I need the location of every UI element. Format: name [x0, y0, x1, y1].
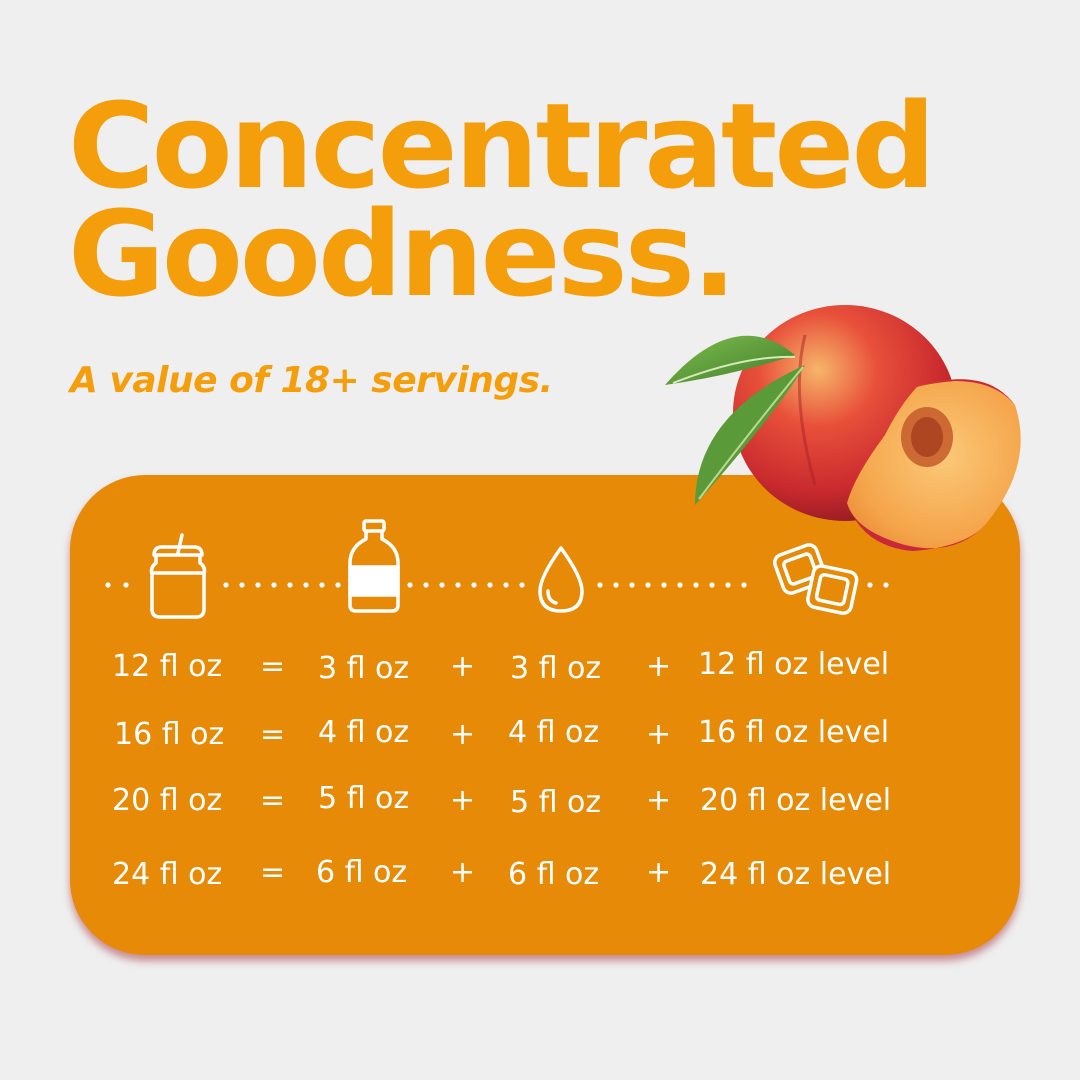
row-3-ice: 20 fl oz level	[700, 783, 892, 818]
row-1-plus-2: +	[646, 649, 672, 684]
ice-cubes-icon	[772, 543, 859, 615]
row-2-plus-1: +	[450, 717, 476, 752]
serving-guide-panel: 12 fl oz = 3 fl oz + 3 fl oz + 12 fl oz …	[70, 475, 1020, 955]
row-4-plus-1: +	[450, 855, 476, 890]
row-1-equals: =	[260, 649, 286, 684]
row-1-concentrate: 3 fl oz	[318, 651, 410, 686]
water-drop-icon	[538, 546, 584, 613]
row-3-plus-1: +	[450, 783, 476, 818]
row-4-water: 6 fl oz	[508, 857, 600, 892]
row-2-total: 16 fl oz	[114, 717, 225, 752]
row-3-total: 20 fl oz	[112, 783, 223, 818]
row-4-concentrate: 6 fl oz	[316, 855, 408, 890]
bottle-icon	[348, 519, 400, 613]
row-2-plus-2: +	[646, 717, 672, 752]
headline: Concentrated Goodness.	[68, 77, 936, 323]
equivalence-table: 12 fl oz = 3 fl oz + 3 fl oz + 12 fl oz …	[70, 475, 1020, 955]
row-4-total: 24 fl oz	[112, 857, 223, 892]
row-1-total: 12 fl oz	[112, 649, 223, 684]
row-1-ice: 12 fl oz level	[698, 647, 890, 682]
row-3-water: 5 fl oz	[510, 785, 602, 820]
row-2-concentrate: 4 fl oz	[318, 715, 410, 750]
headline-line-2: Goodness.	[68, 185, 737, 323]
subheadline: A value of 18+ servings.	[70, 360, 553, 401]
cup-icon	[149, 533, 207, 619]
row-1-plus-1: +	[450, 649, 476, 684]
row-4-ice: 24 fl oz level	[700, 857, 892, 892]
row-3-equals: =	[260, 783, 286, 818]
row-4-equals: =	[260, 855, 286, 890]
row-2-equals: =	[260, 717, 286, 752]
row-3-concentrate: 5 fl oz	[318, 781, 410, 816]
icon-row	[70, 475, 1020, 635]
headline-line-1: Concentrated	[68, 77, 936, 215]
peach-image	[665, 305, 1021, 551]
row-2-ice: 16 fl oz level	[698, 715, 890, 750]
row-2-water: 4 fl oz	[508, 715, 600, 750]
row-1-water: 3 fl oz	[510, 651, 602, 686]
row-3-plus-2: +	[646, 783, 672, 818]
row-4-plus-2: +	[646, 855, 672, 890]
dotted-connector	[105, 582, 889, 588]
